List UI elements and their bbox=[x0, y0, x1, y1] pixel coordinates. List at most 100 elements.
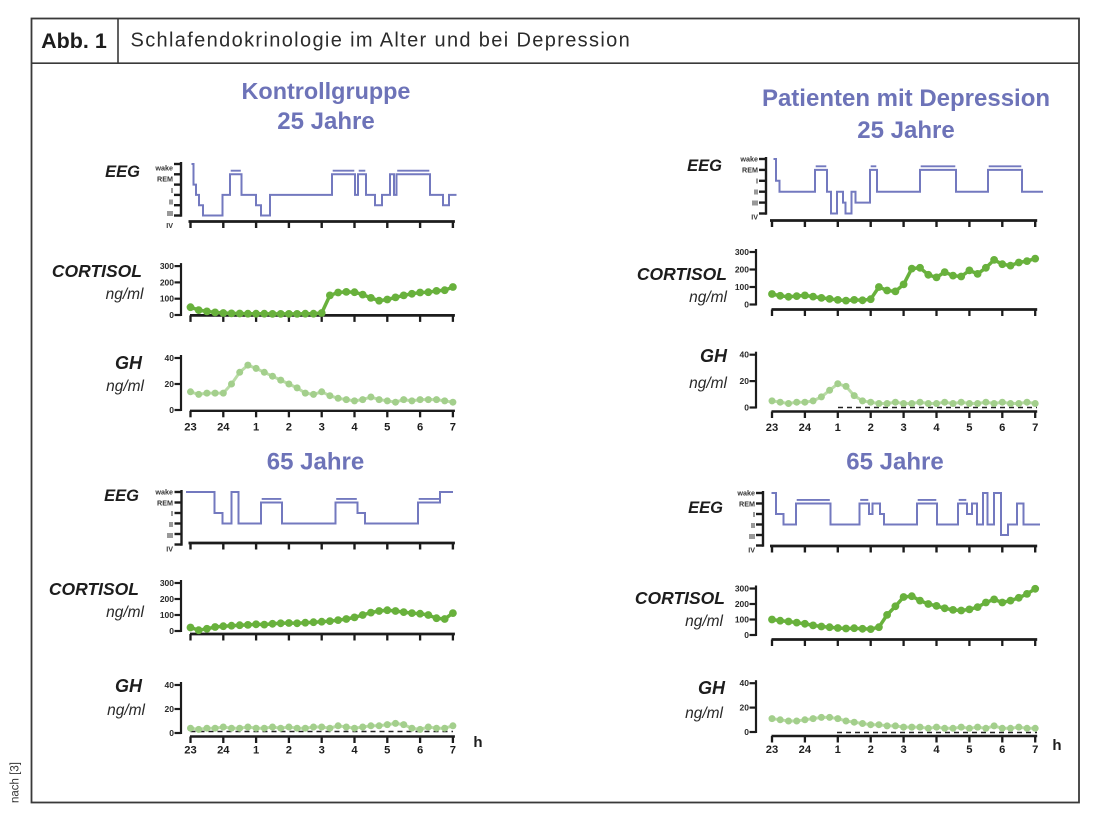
svg-text:5: 5 bbox=[966, 422, 972, 434]
svg-text:2: 2 bbox=[286, 422, 292, 434]
svg-text:23: 23 bbox=[766, 744, 778, 756]
svg-text:II: II bbox=[169, 198, 173, 207]
svg-text:GH: GH bbox=[115, 676, 143, 696]
svg-text:0: 0 bbox=[744, 300, 749, 310]
svg-text:200: 200 bbox=[735, 265, 749, 275]
svg-text:CORTISOL: CORTISOL bbox=[637, 264, 727, 284]
svg-text:IV: IV bbox=[166, 545, 173, 554]
svg-text:23: 23 bbox=[184, 745, 196, 757]
svg-text:Abb. 1: Abb. 1 bbox=[41, 29, 107, 53]
svg-text:5: 5 bbox=[966, 744, 972, 756]
svg-text:III: III bbox=[752, 199, 758, 208]
svg-text:7: 7 bbox=[450, 745, 456, 757]
svg-text:4: 4 bbox=[933, 744, 940, 756]
svg-text:GH: GH bbox=[700, 346, 728, 366]
svg-text:100: 100 bbox=[160, 294, 174, 304]
svg-text:4: 4 bbox=[933, 422, 940, 434]
svg-text:24: 24 bbox=[799, 744, 812, 756]
svg-text:nach [3]: nach [3] bbox=[10, 762, 22, 803]
svg-text:65 Jahre: 65 Jahre bbox=[267, 449, 364, 476]
svg-text:ng/ml: ng/ml bbox=[685, 705, 723, 722]
svg-text:65 Jahre: 65 Jahre bbox=[846, 449, 943, 476]
svg-text:200: 200 bbox=[160, 594, 174, 604]
svg-text:7: 7 bbox=[450, 422, 456, 434]
svg-text:EEG: EEG bbox=[105, 163, 140, 181]
svg-text:I: I bbox=[171, 509, 173, 518]
svg-text:I: I bbox=[171, 186, 173, 195]
svg-text:wake: wake bbox=[739, 155, 758, 164]
svg-text:23: 23 bbox=[766, 422, 778, 434]
svg-text:100: 100 bbox=[735, 615, 749, 625]
svg-text:CORTISOL: CORTISOL bbox=[635, 588, 725, 608]
svg-text:Kontrollgruppe: Kontrollgruppe bbox=[242, 78, 411, 104]
svg-text:I: I bbox=[756, 177, 758, 186]
svg-text:300: 300 bbox=[735, 584, 749, 594]
svg-text:20: 20 bbox=[165, 379, 175, 389]
svg-text:40: 40 bbox=[165, 353, 175, 363]
svg-text:II: II bbox=[751, 521, 755, 530]
svg-text:II: II bbox=[169, 520, 173, 529]
svg-text:wake: wake bbox=[154, 164, 173, 173]
svg-text:300: 300 bbox=[735, 247, 749, 257]
svg-text:ng/ml: ng/ml bbox=[689, 375, 727, 392]
svg-text:24: 24 bbox=[799, 422, 812, 434]
svg-text:40: 40 bbox=[740, 350, 750, 360]
svg-text:CORTISOL: CORTISOL bbox=[52, 261, 142, 281]
svg-text:6: 6 bbox=[999, 422, 1005, 434]
svg-text:REM: REM bbox=[742, 166, 758, 175]
svg-text:25 Jahre: 25 Jahre bbox=[857, 117, 954, 144]
svg-text:GH: GH bbox=[698, 678, 726, 698]
svg-text:ng/ml: ng/ml bbox=[106, 604, 144, 621]
svg-text:GH: GH bbox=[115, 353, 143, 373]
svg-text:0: 0 bbox=[744, 630, 749, 640]
svg-text:23: 23 bbox=[184, 422, 196, 434]
svg-text:wake: wake bbox=[736, 489, 755, 498]
svg-text:IV: IV bbox=[166, 221, 173, 230]
svg-text:300: 300 bbox=[160, 261, 174, 271]
svg-text:6: 6 bbox=[417, 745, 423, 757]
svg-text:100: 100 bbox=[160, 610, 174, 620]
svg-text:h: h bbox=[473, 734, 482, 751]
svg-text:I: I bbox=[753, 510, 755, 519]
svg-text:3: 3 bbox=[900, 422, 906, 434]
svg-text:40: 40 bbox=[165, 680, 175, 690]
svg-text:h: h bbox=[1052, 737, 1061, 754]
svg-text:ng/ml: ng/ml bbox=[106, 286, 144, 303]
svg-text:24: 24 bbox=[217, 422, 230, 434]
svg-text:20: 20 bbox=[165, 704, 175, 714]
svg-text:0: 0 bbox=[169, 405, 174, 415]
svg-text:3: 3 bbox=[900, 744, 906, 756]
svg-text:ng/ml: ng/ml bbox=[106, 378, 144, 395]
svg-text:1: 1 bbox=[835, 744, 841, 756]
svg-text:2: 2 bbox=[868, 744, 874, 756]
svg-text:wake: wake bbox=[154, 488, 173, 497]
svg-text:III: III bbox=[749, 532, 755, 541]
svg-text:III: III bbox=[167, 209, 173, 218]
svg-text:5: 5 bbox=[384, 745, 390, 757]
svg-text:1: 1 bbox=[253, 422, 259, 434]
svg-text:20: 20 bbox=[740, 376, 750, 386]
svg-text:REM: REM bbox=[739, 500, 755, 509]
svg-text:REM: REM bbox=[157, 499, 173, 508]
svg-text:REM: REM bbox=[157, 175, 173, 184]
svg-text:100: 100 bbox=[735, 282, 749, 292]
svg-text:5: 5 bbox=[384, 422, 390, 434]
svg-text:200: 200 bbox=[735, 599, 749, 609]
svg-text:ng/ml: ng/ml bbox=[689, 289, 727, 306]
svg-text:6: 6 bbox=[999, 744, 1005, 756]
svg-text:IV: IV bbox=[748, 546, 755, 555]
svg-text:III: III bbox=[167, 531, 173, 540]
svg-text:IV: IV bbox=[751, 213, 758, 222]
svg-text:0: 0 bbox=[744, 403, 749, 413]
svg-text:200: 200 bbox=[160, 277, 174, 287]
svg-text:Schlafendokrinologie im Alter: Schlafendokrinologie im Alter und bei De… bbox=[131, 30, 632, 52]
svg-text:24: 24 bbox=[217, 745, 230, 757]
svg-text:1: 1 bbox=[835, 422, 841, 434]
svg-text:7: 7 bbox=[1032, 422, 1038, 434]
svg-text:300: 300 bbox=[160, 578, 174, 588]
svg-text:7: 7 bbox=[1032, 744, 1038, 756]
svg-text:40: 40 bbox=[740, 678, 750, 688]
svg-text:ng/ml: ng/ml bbox=[685, 613, 723, 630]
svg-text:2: 2 bbox=[868, 422, 874, 434]
svg-text:CORTISOL: CORTISOL bbox=[49, 579, 139, 599]
